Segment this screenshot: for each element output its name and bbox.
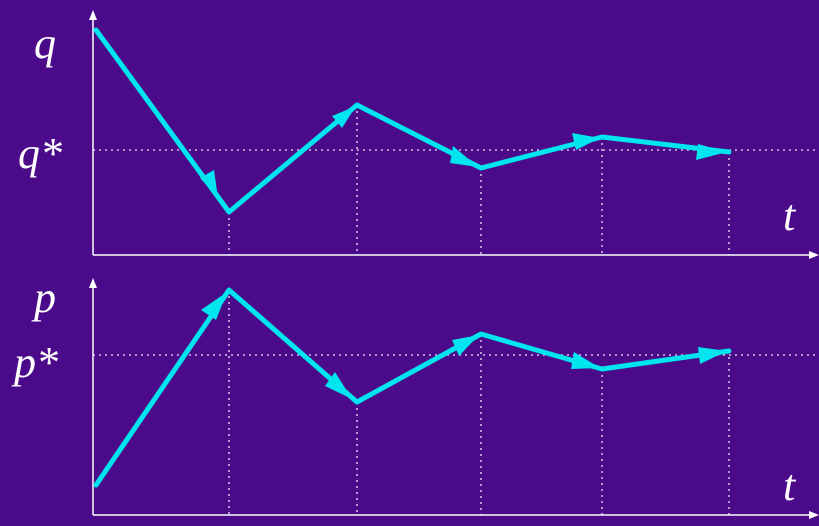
p-arrow-5-icon <box>698 347 727 364</box>
q-arrow-5-icon <box>696 144 727 160</box>
q-arrow-2-icon <box>332 106 356 128</box>
top-panel: q q* t <box>18 10 819 259</box>
p-arrow-4-icon <box>571 352 600 369</box>
q-axis-label: q <box>34 19 56 68</box>
p-arrow-3-icon <box>452 335 479 356</box>
p-arrow-1-icon <box>201 292 227 320</box>
q-trajectory <box>93 27 732 215</box>
bottom-y-axis-arrow-icon <box>89 278 97 288</box>
bottom-panel: p p* t <box>11 273 819 519</box>
p-arrow-2-icon <box>325 372 352 399</box>
q-arrow-1-icon <box>200 170 218 198</box>
q-arrow-3-icon <box>450 146 478 167</box>
q-arrow-4-icon <box>572 133 600 150</box>
q-star-label: q* <box>18 129 62 178</box>
p-axis-label: p <box>31 273 56 322</box>
bottom-x-axis-arrow-icon <box>809 511 819 519</box>
top-x-axis-arrow-icon <box>809 251 819 259</box>
top-y-axis-arrow-icon <box>89 10 97 20</box>
bottom-t-axis-label: t <box>783 461 797 510</box>
p-star-label: p* <box>11 338 58 387</box>
top-t-axis-label: t <box>783 191 797 240</box>
p-trajectory <box>93 287 732 488</box>
